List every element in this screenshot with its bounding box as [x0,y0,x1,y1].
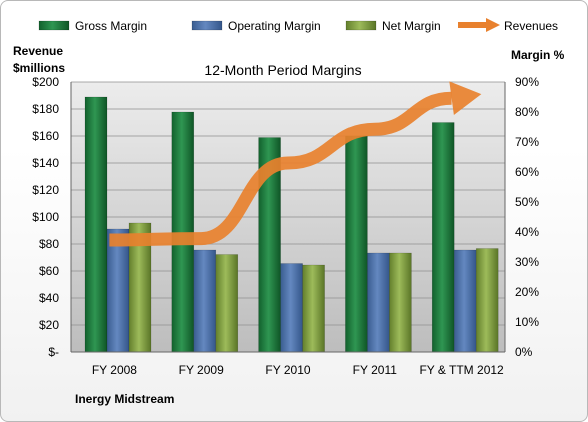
bar-operating-margin [106,228,130,353]
bar-gross-margin [345,135,368,353]
right-tick-label: 10% [515,315,539,329]
left-axis-label-line2: $millions [13,61,65,75]
bar-gross-margin [84,96,108,353]
left-tick-label: $- [48,345,59,359]
bar-net-margin [389,252,412,353]
company-name: Inergy Midstream [75,392,174,406]
right-tick-label: 30% [515,255,539,269]
left-tick-label: $160 [32,129,59,143]
right-tick-label: 80% [515,105,539,119]
bar-gross-margin [171,111,195,353]
revenue-arrow [109,81,482,247]
legend-label: Revenues [504,19,558,33]
legend-swatch-operating-margin [191,20,223,31]
legend-label: Gross Margin [75,19,147,33]
right-tick-label: 50% [515,195,539,209]
left-tick-label: $80 [39,237,59,251]
right-tick-label: 90% [515,75,539,89]
x-tick-label: FY 2011 [353,363,398,377]
right-tick-label: 20% [515,285,539,299]
left-tick-label: $20 [39,318,59,332]
bar-gross-margin [431,122,455,353]
legend-label: Operating Margin [228,19,321,33]
bar-net-margin [302,264,325,353]
revenue-arrowhead [449,81,482,116]
bar-operating-margin [193,249,217,353]
left-tick-label: $120 [32,183,59,197]
bar-operating-margin [280,263,303,353]
bar-net-margin [475,248,499,353]
bar-operating-margin [453,249,477,353]
axes: $- $20 $40 $60 $80 $100 $120 $140 $160 $180 $200 0%… [32,75,539,377]
bar-operating-margin [367,252,390,353]
right-tick-label: 0% [515,345,533,359]
legend-swatch-net-margin [345,20,377,31]
right-tick-label: 70% [515,135,539,149]
left-tick-label: $140 [32,156,59,170]
bars [84,96,499,353]
right-axis-label: Margin % [511,48,565,62]
chart-title: 12-Month Period Margins [204,62,361,78]
x-tick-label: FY 2009 [179,363,224,377]
left-axis-label-line1: Revenue [13,44,63,58]
revenue-line [109,91,452,247]
legend: Gross Margin Operating Margin Net Margin Re… [38,18,558,33]
legend-arrow-icon [486,18,500,32]
left-tick-label: $100 [32,210,59,224]
right-tick-label: 60% [515,165,539,179]
bar-net-margin [215,254,239,353]
x-tick-label: FY & TTM 2012 [419,363,504,377]
left-tick-label: $180 [32,102,59,116]
left-tick-label: $40 [39,291,59,305]
right-tick-label: 40% [515,225,539,239]
left-tick-label: $200 [32,75,59,89]
left-tick-label: $60 [39,264,59,278]
x-tick-label: FY 2008 [92,363,137,377]
x-tick-label: FY 2010 [265,363,310,377]
legend-swatch-gross-margin [38,20,70,31]
legend-label: Net Margin [382,19,441,33]
